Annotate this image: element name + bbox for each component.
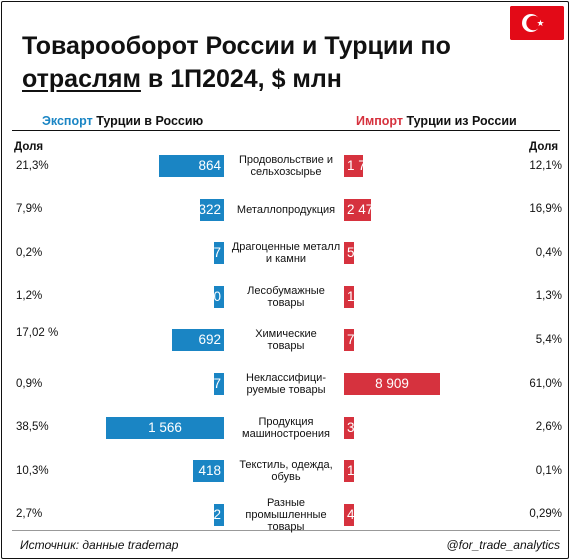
category-label: Драгоценные металл и камни <box>228 241 344 265</box>
export-share: 17,02 % <box>16 327 59 340</box>
category-label-line: сельхозсырье <box>250 166 322 178</box>
category-label-line: машиностроения <box>242 427 330 440</box>
category-label-line: товары <box>267 296 305 309</box>
import-value-label: 186 <box>347 288 370 304</box>
export-share: 10,3% <box>16 464 49 477</box>
export-bar: 7 <box>213 242 224 265</box>
import-share: 1,3% <box>535 290 562 303</box>
import-legend-highlight: Импорт <box>356 114 404 128</box>
export-bar: 864 <box>158 155 224 177</box>
category-label: Лесобумажные товары <box>228 285 344 309</box>
category-label-line: промышленные <box>245 508 327 521</box>
import-share: 12,1% <box>529 159 562 172</box>
category-label-line: Продовольствие и <box>238 154 334 166</box>
import-legend: Импорт Турции из России <box>356 114 517 128</box>
export-bar: 37 <box>206 373 224 395</box>
header-divider <box>12 130 560 131</box>
author-handle: @for_trade_analytics <box>446 538 560 552</box>
import-value-label: 42 <box>347 506 363 522</box>
import-share: 2,6% <box>535 421 562 434</box>
category-label-line: Продукция <box>258 415 314 428</box>
export-value-label: 37 <box>205 376 221 391</box>
category-label-line: Металлопродукция <box>236 203 336 216</box>
import-legend-rest: Турции из России <box>403 114 517 128</box>
export-value-label: 692 <box>198 332 221 348</box>
export-bar: 112 <box>199 503 224 526</box>
import-share: 5,4% <box>535 333 562 346</box>
import-bar: 1 773 <box>344 155 381 177</box>
export-share: 2,7% <box>16 508 43 521</box>
category-label-line: товары <box>267 340 305 353</box>
import-bar: 384 <box>344 416 370 439</box>
import-bar: 42 <box>344 503 362 526</box>
category-label: Неклассифици-руемые товары <box>228 372 344 396</box>
import-share: 0,1% <box>535 464 562 477</box>
export-legend: Экспорт Турции в Россию <box>42 114 203 128</box>
import-value-label: 54 <box>347 245 363 261</box>
import-value-label: 2 472 <box>347 201 381 217</box>
export-value-label: 322 <box>198 201 221 217</box>
import-bar: 12 <box>344 460 362 483</box>
page-title: Товарооборот России и Турции по отраслям … <box>22 30 502 96</box>
footer-divider <box>12 530 560 531</box>
category-label-line: Лесобумажные <box>247 284 325 297</box>
export-bar: 322 <box>198 198 224 221</box>
export-value-label: 418 <box>198 463 221 479</box>
category-label-line: Драгоценные металл <box>231 241 341 254</box>
import-value-label: 782 <box>347 332 370 348</box>
export-bar: 692 <box>171 329 224 352</box>
import-share: 61,0% <box>529 377 562 390</box>
export-bar: 1 566 <box>106 416 224 439</box>
title-part2: в 1П2024, $ млн <box>140 65 342 93</box>
export-legend-rest: Турции в Россию <box>92 114 204 128</box>
import-bar: 8 909 <box>344 373 440 395</box>
import-value-label: 1 773 <box>347 158 381 173</box>
export-value-label: 112 <box>199 506 221 522</box>
category-label: Продовольствие и сельхозсырье <box>228 154 344 178</box>
share-header-left: Доля <box>14 141 44 153</box>
import-value-label: 384 <box>347 419 370 435</box>
title-underlined: отраслям <box>22 65 141 93</box>
import-share: 0,29% <box>529 508 562 521</box>
export-bar: 418 <box>192 460 224 483</box>
export-legend-highlight: Экспорт <box>42 114 93 128</box>
export-share: 0,9% <box>16 377 43 390</box>
import-value-label: 8 909 <box>375 376 409 391</box>
import-bar: 186 <box>344 285 370 308</box>
category-label-line: Разные <box>266 496 306 509</box>
export-bar: 50 <box>206 285 224 308</box>
category-label-line: товары <box>267 520 305 533</box>
export-value-label: 7 <box>213 245 221 261</box>
export-value-label: 50 <box>205 288 221 304</box>
category-label-line: и камни <box>265 253 307 266</box>
category-label-line: обувь <box>271 471 301 484</box>
import-share: 0,4% <box>535 246 562 259</box>
export-share: 7,9% <box>16 203 43 216</box>
export-share: 0,2% <box>16 246 43 259</box>
category-label-line: Химические <box>255 328 317 341</box>
category-label-line: Неклассифици- <box>246 372 326 384</box>
category-label-line: руемые товары <box>246 384 326 396</box>
source-note: Источник: данные trademap <box>20 538 179 552</box>
title-part1: Товарооборот России и Турции по <box>22 32 451 60</box>
category-label: Металлопродукция <box>228 204 344 216</box>
category-label: Продукция машиностроения <box>228 416 344 440</box>
category-label: Разные промышленные товары <box>228 497 344 533</box>
import-bar: 54 <box>344 242 362 265</box>
category-label-line: Текстиль, одежда, <box>239 459 333 472</box>
import-bar: 782 <box>344 329 370 352</box>
share-header-right: Доля <box>529 141 559 153</box>
export-share: 38,5% <box>16 421 49 434</box>
import-value-label: 12 <box>347 463 363 479</box>
turkey-flag-icon <box>510 6 564 40</box>
category-label: Химические товары <box>228 328 344 352</box>
export-share: 1,2% <box>16 290 43 303</box>
category-label: Текстиль, одежда, обувь <box>228 459 344 483</box>
export-value-label: 864 <box>198 158 221 173</box>
export-share: 21,3% <box>16 159 49 172</box>
import-bar: 2 472 <box>344 198 381 221</box>
export-value-label: 1 566 <box>148 419 182 435</box>
import-share: 16,9% <box>529 203 562 216</box>
